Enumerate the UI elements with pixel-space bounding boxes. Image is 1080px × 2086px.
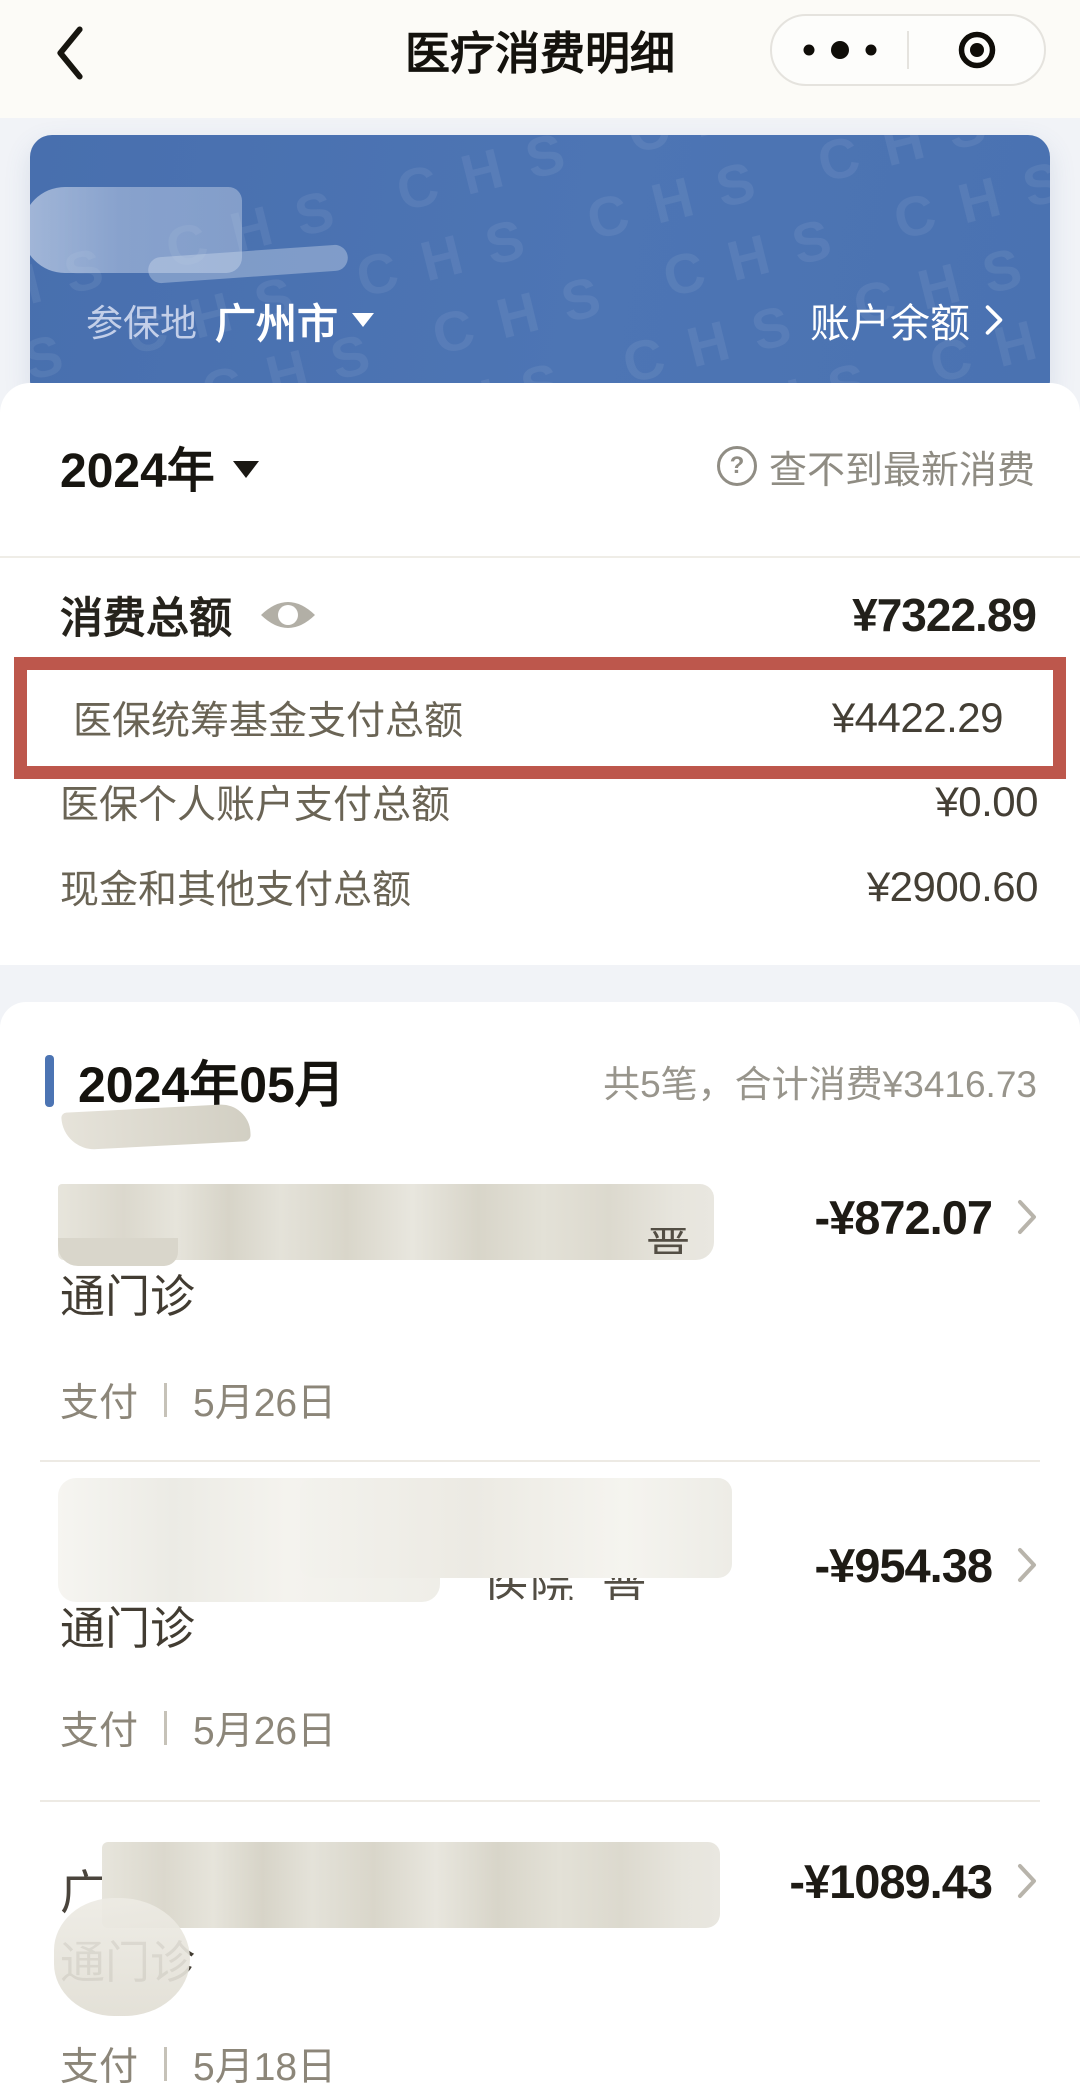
year-label: 2024年	[60, 445, 215, 498]
month-summary: 共5笔，合计消费¥3416.73	[603, 1064, 1037, 1105]
region-label: 参保地	[86, 303, 197, 344]
expense-item-3[interactable]: 广 -¥1089.43 通门诊 支付 5月18日	[0, 1842, 1080, 2086]
insurance-banner: CHS CHS CHS CHS CHS CHS CHS CHS CHS CHS …	[30, 135, 1050, 403]
year-selector[interactable]: 2024年	[60, 431, 259, 501]
page-title: 医疗消费明细	[404, 28, 675, 79]
item-date: 5月26日	[193, 1382, 337, 1425]
total-label: 消费总额	[60, 595, 232, 643]
personal-account-row: 医保个人账户支付总额 ¥0.00	[0, 773, 1080, 831]
redaction-blob	[54, 1898, 190, 2016]
month-detail-card: 2024年05月 共5笔，合计消费¥3416.73 普 -¥872.07 通门诊…	[0, 1002, 1080, 2086]
help-text: 查不到最新消费	[768, 449, 1035, 492]
item-meta: 支付 5月26日	[60, 1700, 336, 1756]
item-date: 5月26日	[193, 1710, 337, 1753]
help-icon: ?	[716, 446, 757, 486]
chevron-right-icon	[1018, 1200, 1036, 1234]
back-button[interactable]	[40, 22, 100, 86]
month-header: 2024年05月 共5笔，合计消费¥3416.73	[0, 1045, 1080, 1117]
wechat-capsule	[770, 14, 1046, 86]
item-category: 通门诊	[60, 1603, 196, 1654]
item-divider	[40, 1460, 1040, 1462]
meta-divider	[164, 1711, 168, 1745]
item-divider	[40, 1800, 1040, 1802]
latest-consumption-help-link[interactable]: ? 查不到最新消费	[716, 439, 1035, 494]
highlight-annotation-box: 医保统筹基金支付总额 ¥4422.29	[14, 657, 1066, 779]
nav-bar: 医疗消费明细	[0, 0, 1080, 118]
row-label: 医保统筹基金支付总额	[73, 700, 464, 743]
divider	[0, 556, 1080, 558]
redacted-name-blob	[30, 187, 242, 273]
item-meta: 支付 5月18日	[60, 2036, 336, 2086]
chevron-left-icon	[57, 25, 83, 80]
banner-bottom-row: 参保地 广州市 账户余额	[30, 290, 1050, 350]
item-status: 支付	[60, 1710, 139, 1753]
meta-divider	[164, 2047, 168, 2081]
redaction-blob	[58, 1238, 178, 1266]
chevron-right-icon	[1018, 1548, 1036, 1582]
month-title: 2024年05月	[78, 1057, 345, 1113]
row-label: 现金和其他支付总额	[60, 869, 412, 912]
merchant-name-fragment: 普	[646, 1228, 690, 1254]
item-status: 支付	[60, 1382, 139, 1425]
row-amount: ¥2900.60	[866, 863, 1039, 910]
expense-item-2[interactable]: 医院 普 -¥954.38 通门诊 支付 5月26日	[0, 1478, 1080, 1800]
item-date: 5月18日	[193, 2046, 337, 2086]
row-amount: ¥4422.29	[831, 694, 1004, 741]
chevron-right-icon	[1018, 1864, 1036, 1898]
item-meta: 支付 5月26日	[60, 1372, 336, 1428]
item-amount: -¥872.07	[814, 1191, 993, 1244]
chevron-right-icon	[985, 305, 1003, 335]
item-status: 支付	[60, 2046, 139, 2086]
minimize-button[interactable]	[909, 16, 1044, 84]
item-amount: -¥1089.43	[789, 1855, 993, 1908]
redacted-merchant-name	[102, 1842, 720, 1928]
cash-other-row: 现金和其他支付总额 ¥2900.60	[0, 858, 1080, 916]
region-value: 广州市	[215, 301, 338, 347]
year-filter-row: 2024年 ? 查不到最新消费	[0, 428, 1080, 504]
eye-icon[interactable]	[258, 596, 318, 634]
capsule-divider	[907, 31, 909, 69]
balance-label: 账户余额	[810, 302, 970, 346]
summary-card: 2024年 ? 查不到最新消费 消费总额 ¥7322.89	[0, 383, 1080, 965]
target-circle-icon	[958, 31, 995, 69]
item-category: 通门诊	[60, 1271, 196, 1322]
total-consumption-row: 消费总额 ¥7322.89	[0, 581, 1080, 649]
account-balance-link[interactable]: 账户余额	[810, 291, 1004, 349]
dropdown-arrow-icon	[352, 313, 374, 327]
expense-item-1[interactable]: 普 -¥872.07 通门诊 支付 5月26日	[0, 1182, 1080, 1472]
fund-payment-row: 医保统筹基金支付总额 ¥4422.29	[27, 670, 1053, 766]
more-button[interactable]	[772, 16, 907, 84]
dropdown-arrow-icon	[232, 460, 259, 478]
more-dots-icon	[803, 41, 876, 59]
meta-divider	[164, 1383, 168, 1417]
month-accent-bar	[45, 1055, 54, 1107]
total-amount: ¥7322.89	[852, 589, 1037, 641]
item-amount: -¥954.38	[814, 1539, 993, 1592]
region-selector[interactable]: 参保地 广州市	[86, 290, 374, 350]
redacted-merchant-name	[300, 1478, 732, 1578]
row-label: 医保个人账户支付总额	[60, 784, 451, 827]
row-amount: ¥0.00	[935, 778, 1038, 825]
